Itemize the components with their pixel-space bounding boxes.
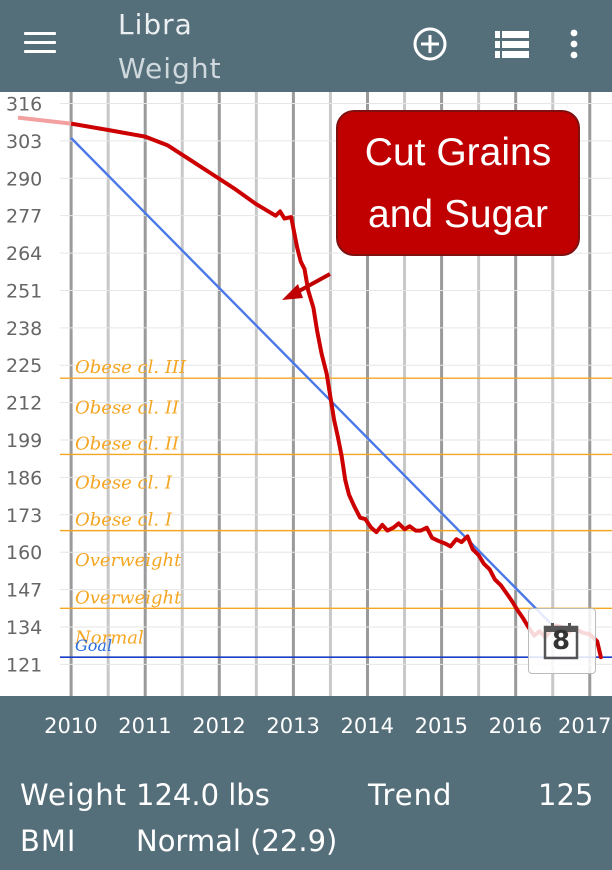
more-vert-icon — [570, 29, 578, 59]
bmi-label: BMI — [20, 824, 77, 858]
x-tick-label: 2016 — [488, 714, 543, 738]
bmi-label: Obese cl. III — [75, 357, 187, 378]
calendar-day: 8 — [551, 626, 571, 656]
y-tick-label: 121 — [6, 654, 42, 676]
calendar-icon: 8 — [543, 622, 579, 660]
app-subtitle: Weight — [118, 52, 222, 85]
y-tick-label: 316 — [6, 94, 42, 116]
bmi-label: Normal — [74, 628, 144, 649]
add-circle-icon — [413, 27, 447, 61]
y-tick-label: 147 — [6, 580, 42, 602]
app-title: Libra — [118, 8, 193, 41]
trend-label: Trend — [368, 778, 453, 812]
bmi-label: Obese cl. I — [75, 510, 173, 531]
x-tick-label: 2010 — [44, 714, 98, 738]
bmi-label: Obese cl. II — [75, 433, 180, 454]
weight-value: 124.0 lbs — [136, 778, 270, 812]
bmi-label: Overweight — [75, 550, 182, 571]
x-tick-label: 2014 — [340, 714, 394, 738]
y-tick-label: 303 — [6, 131, 42, 153]
bmi-label: Overweight — [75, 587, 182, 608]
weight-chart-svg: 316 303 290 277 264 251 238 225 212 199 186 173 160 1… — [0, 92, 612, 696]
y-tick-label: 199 — [6, 430, 42, 452]
y-tick-label: 264 — [6, 243, 42, 265]
trend-value: 125 — [538, 778, 594, 812]
bmi-value: Normal (22.9) — [136, 824, 338, 858]
annotation-line-1: Cut Grains — [364, 131, 552, 174]
add-button[interactable] — [408, 22, 452, 66]
app-bar: Libra Weight — [0, 0, 612, 92]
x-tick-label: 2013 — [266, 714, 320, 738]
bmi-label: Obese cl. I — [75, 472, 173, 493]
calendar-button[interactable]: 8 — [528, 608, 596, 674]
goal-label: Goal — [75, 636, 112, 655]
y-tick-label: 134 — [6, 617, 42, 639]
x-tick-label: 2012 — [192, 714, 246, 738]
list-view-button[interactable] — [490, 22, 534, 66]
x-tick-label: 2011 — [118, 714, 172, 738]
weight-series-fade-start — [17, 115, 72, 126]
bmi-label: Obese cl. II — [75, 398, 180, 419]
list-view-icon — [495, 31, 529, 58]
y-tick-label: 212 — [6, 393, 42, 415]
x-axis-bar: 2010 2011 2012 2013 2014 2015 2016 2017 — [0, 696, 612, 758]
more-options-button[interactable] — [552, 22, 596, 66]
y-tick-label: 251 — [6, 280, 42, 302]
x-tick-label: 2017 — [558, 714, 612, 738]
y-tick-label: 277 — [6, 206, 42, 228]
annotation-arrowhead — [282, 284, 303, 300]
weight-label: Weight — [20, 778, 128, 812]
y-axis-background — [0, 92, 60, 696]
annotation-line-2: and Sugar — [368, 193, 548, 236]
x-tick-label: 2015 — [414, 714, 469, 738]
summary-panel: Weight 124.0 lbs Trend 125 BMI Normal (2… — [0, 758, 612, 870]
y-tick-label: 173 — [6, 505, 42, 527]
y-tick-label: 225 — [6, 355, 42, 377]
y-tick-label: 290 — [6, 168, 42, 190]
hamburger-menu-icon[interactable] — [22, 28, 60, 60]
annotation-callout: Cut Grains and Sugar — [336, 110, 580, 256]
y-tick-label: 186 — [6, 467, 42, 489]
y-tick-label: 160 — [6, 542, 42, 564]
y-tick-label: 238 — [6, 318, 42, 340]
